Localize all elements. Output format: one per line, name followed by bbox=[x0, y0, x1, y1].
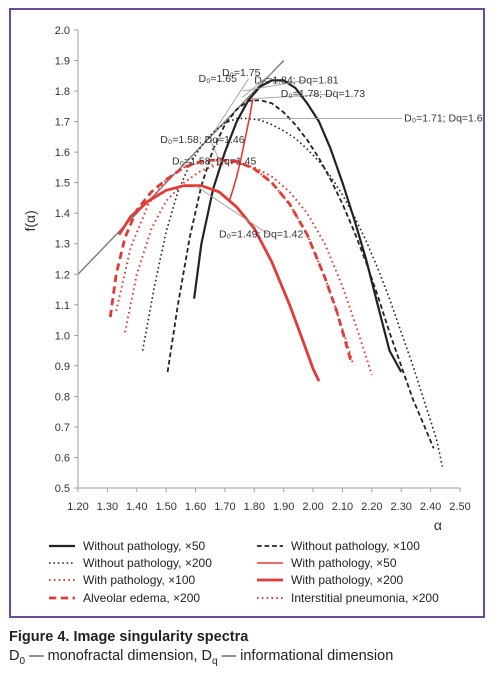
y-axis-label: f(α) bbox=[22, 210, 38, 231]
caption-d-subscript-q: q bbox=[212, 655, 218, 667]
y-tick-label: 1.2 bbox=[55, 269, 70, 281]
annotation-label-7: D₀=1.58; Dq=1.45 bbox=[172, 155, 256, 167]
x-tick-label: 2.10 bbox=[332, 501, 353, 513]
y-tick-label: 1.0 bbox=[55, 330, 70, 342]
legend-label-2: Without pathology, ×100 bbox=[291, 539, 420, 553]
annotation-leader-2 bbox=[242, 72, 273, 98]
y-tick-label: 0.5 bbox=[55, 483, 70, 495]
x-axis-label: α bbox=[434, 517, 442, 533]
y-tick-label: 1.9 bbox=[55, 56, 70, 68]
legend-label-3: Without pathology, ×200 bbox=[83, 556, 212, 570]
y-tick-label: 0.6 bbox=[55, 452, 70, 464]
y-tick-label: 1.3 bbox=[55, 239, 70, 251]
series-line-1 bbox=[193, 79, 403, 373]
annotation-leader-5 bbox=[209, 139, 220, 160]
x-tick-label: 2.40 bbox=[420, 501, 441, 513]
y-tick-label: 1.6 bbox=[55, 147, 70, 159]
series-layer bbox=[108, 79, 444, 467]
y-tick-label: 0.7 bbox=[55, 422, 70, 434]
series-line-6 bbox=[117, 184, 321, 382]
annotation-label-6: D₀=1.71; Dq=1.64 bbox=[404, 113, 483, 125]
series-line-3 bbox=[141, 117, 444, 467]
annotation-label-1: D₀=1.84; Dq=1.81 bbox=[254, 74, 338, 86]
series-line-4 bbox=[228, 98, 254, 202]
x-tick-label: 2.20 bbox=[361, 501, 382, 513]
x-tick-label: 2.00 bbox=[302, 501, 323, 513]
y-tick-label: 1.4 bbox=[55, 208, 70, 220]
annotation-label-3: D₀=1.65 bbox=[198, 73, 237, 85]
x-tick-label: 2.30 bbox=[391, 501, 412, 513]
caption-title: Figure 4. Image singularity spectra bbox=[9, 629, 249, 645]
annotation-label-2: D₀=1.75 bbox=[222, 67, 261, 79]
x-tick-label: 1.30 bbox=[97, 501, 118, 513]
reference-line-layer bbox=[77, 60, 285, 275]
legend-label-4: With pathology, ×50 bbox=[291, 556, 397, 570]
axes-layer: 1.20 1.30 1.40 1.50 1.60 1.70 1.80 1.90 2.00 2.10… bbox=[22, 25, 471, 533]
legend-label-1: Without pathology, ×50 bbox=[83, 539, 206, 553]
caption-text-monofractal: — monofractal dimension, D bbox=[25, 648, 213, 664]
y-tick-label: 1.7 bbox=[55, 117, 70, 129]
diagonal-reference-line bbox=[77, 60, 285, 275]
y-tick-label: 0.9 bbox=[55, 361, 70, 373]
x-tick-label: 1.90 bbox=[273, 501, 294, 513]
x-tick-label: 1.80 bbox=[244, 501, 265, 513]
legend-label-5: With pathology, ×100 bbox=[83, 573, 196, 587]
caption-d-symbol: D bbox=[9, 648, 20, 664]
series-line-8 bbox=[124, 161, 373, 376]
caption-d-subscript-0: 0 bbox=[19, 655, 26, 667]
singularity-spectra-chart: 1.20 1.30 1.40 1.50 1.60 1.70 1.80 1.90 2.00 2.10… bbox=[22, 25, 483, 605]
legend-label-7: Alveolar edema, ×200 bbox=[83, 591, 200, 605]
annotation-label-8: D₀=1.49; Dq=1.42 bbox=[219, 229, 303, 241]
annotation-leader-1 bbox=[242, 79, 305, 92]
x-tick-label: 1.50 bbox=[155, 501, 176, 513]
y-tick-label: 1.8 bbox=[55, 86, 70, 98]
series-line-2 bbox=[166, 99, 435, 449]
annotation-label-5: D₀=1.58; Dq=1.46 bbox=[160, 134, 244, 146]
legend: Without pathology, ×50 Without pathology,… bbox=[49, 539, 439, 605]
annotation-leader-4 bbox=[251, 93, 331, 100]
annotation-leader-8 bbox=[195, 185, 270, 236]
x-tick-label: 1.60 bbox=[185, 501, 206, 513]
legend-label-6: With pathology, ×200 bbox=[291, 573, 404, 587]
x-tick-label: 1.70 bbox=[214, 501, 235, 513]
annotation-label-4: D₀=1.78; Dq=1.73 bbox=[281, 88, 365, 100]
legend-label-8: Interstitial pneumonia, ×200 bbox=[291, 591, 439, 605]
x-tick-label: 1.40 bbox=[126, 501, 147, 513]
caption-description: D0 — monofractal dimension, Dq — informa… bbox=[9, 646, 489, 672]
x-tick-label: 1.20 bbox=[67, 501, 88, 513]
y-tick-label: 1.5 bbox=[55, 178, 70, 190]
caption-text-informational: — informational dimension bbox=[217, 648, 394, 664]
figure-caption: Figure 4. Image singularity spectra D0 —… bbox=[9, 628, 489, 672]
y-tick-label: 0.8 bbox=[55, 391, 70, 403]
annotation-leader-3 bbox=[214, 78, 249, 132]
y-tick-label: 2.0 bbox=[55, 25, 70, 37]
x-tick-label: 2.50 bbox=[449, 501, 470, 513]
y-tick-label: 1.1 bbox=[55, 300, 70, 312]
figure-frame: 1.20 1.30 1.40 1.50 1.60 1.70 1.80 1.90 2.00 2.10… bbox=[9, 8, 485, 618]
